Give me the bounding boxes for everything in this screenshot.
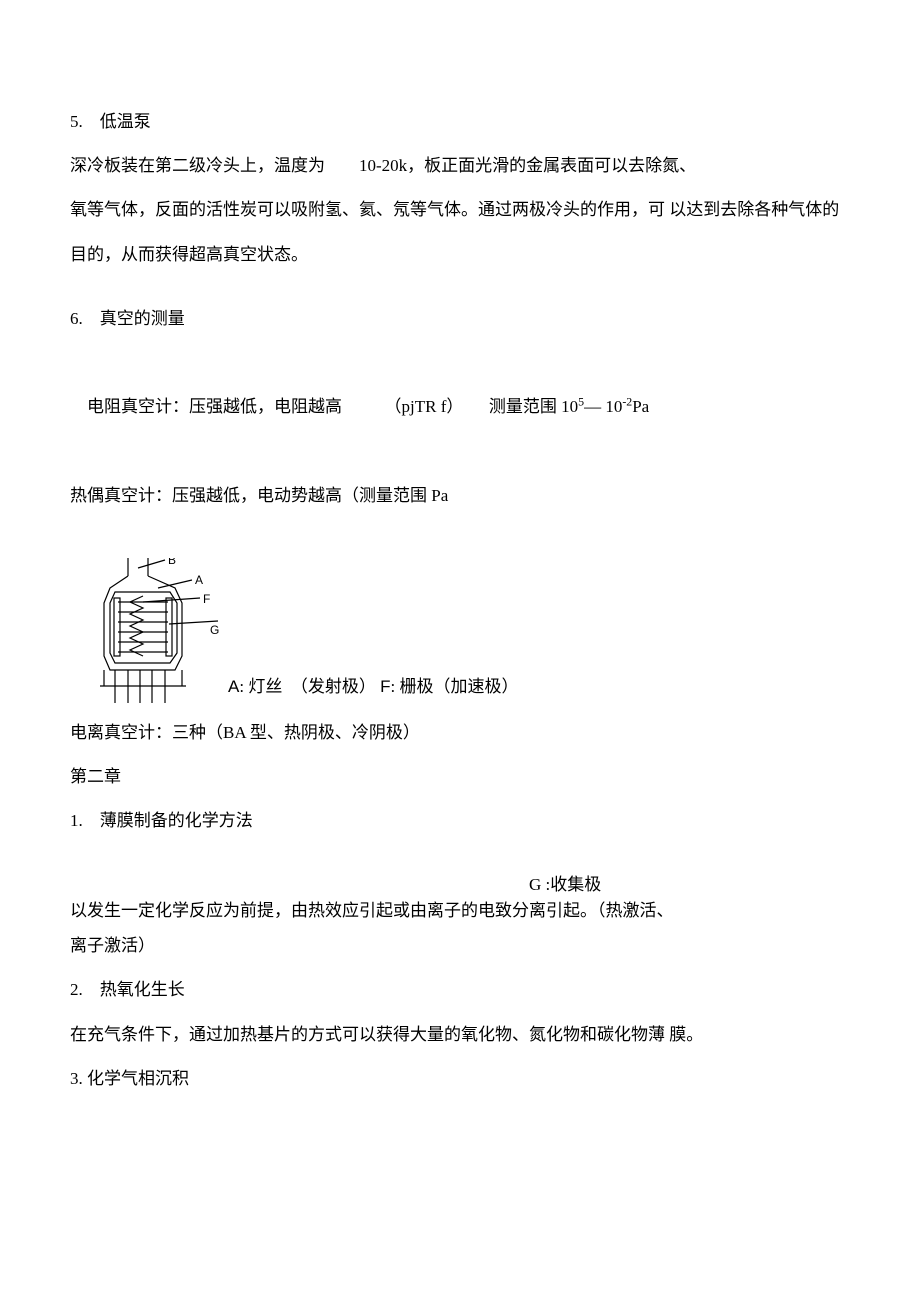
sec6-p1-suffix: Pa	[632, 397, 649, 416]
sec6-p1-mid: — 10	[584, 397, 622, 416]
diagram-row: B A F G A: 灯丝 （发射极） F: 栅极（加速极）	[70, 558, 850, 703]
diagram-label-f: F	[203, 592, 210, 606]
chap2-s1-p2: 离子激活）	[70, 924, 850, 968]
sec5-heading: 5. 低温泵	[70, 100, 850, 144]
diagram-label-a: A	[195, 573, 203, 587]
caption-a-text: : 灯丝 （发射极）	[239, 677, 375, 696]
chap2-s1-p1: 以发生一定化学反应为前提，由热效应引起或由离子的电致分离引起。（热激活、	[70, 897, 850, 924]
sec6-p1-prefix: 电阻真空计：压强越低，电阻越高 （pjTR f） 测量范围 10	[87, 397, 578, 416]
g-collector-line: G :收集极	[70, 873, 850, 897]
caption-f-bold: F	[380, 677, 390, 696]
chap2-s2-heading: 2. 热氧化生长	[70, 968, 850, 1012]
diagram-label-b: B	[168, 558, 176, 567]
chap2-heading: 第二章	[70, 755, 850, 799]
diagram-caption: A: 灯丝 （发射极） F: 栅极（加速极）	[220, 672, 518, 703]
sec6-heading: 6. 真空的测量	[70, 297, 850, 341]
chap2-s3-heading: 3. 化学气相沉积	[70, 1057, 850, 1101]
sec6-p1: 电阻真空计：压强越低，电阻越高 （pjTR f） 测量范围 105— 10-2P…	[70, 341, 850, 474]
sec6-p2: 热偶真空计：压强越低，电动势越高（测量范围 Pa	[70, 474, 850, 518]
sec5-p2: 氧等气体，反面的活性炭可以吸附氢、氦、氖等气体。通过两极冷头的作用，可 以达到去…	[70, 188, 850, 276]
ionization-gauge-diagram-block: B A F G A: 灯丝 （发射极） F: 栅极（加速极）	[70, 558, 850, 703]
ionization-gauge-text: 电离真空计：三种（BA 型、热阴极、冷阴极）	[70, 711, 850, 755]
sec6-p1-sup2: -2	[622, 394, 632, 408]
ionization-gauge-diagram: B A F G	[70, 558, 220, 703]
caption-f-text: : 栅极（加速极）	[390, 677, 518, 696]
sec5-body: 深冷板装在第二级冷头上，温度为 10-20k，板正面光滑的金属表面可以去除氮、 …	[70, 144, 850, 277]
document-page: 5. 低温泵 深冷板装在第二级冷头上，温度为 10-20k，板正面光滑的金属表面…	[0, 0, 920, 1303]
caption-a-bold: A	[228, 677, 239, 696]
chap2-s1-heading: 1. 薄膜制备的化学方法	[70, 799, 850, 843]
chap2-s2-p1: 在充气条件下，通过加热基片的方式可以获得大量的氧化物、氮化物和碳化物薄 膜。	[70, 1013, 850, 1057]
sec5-p1: 深冷板装在第二级冷头上，温度为 10-20k，板正面光滑的金属表面可以去除氮、	[70, 144, 850, 188]
diagram-label-g: G	[210, 623, 219, 637]
